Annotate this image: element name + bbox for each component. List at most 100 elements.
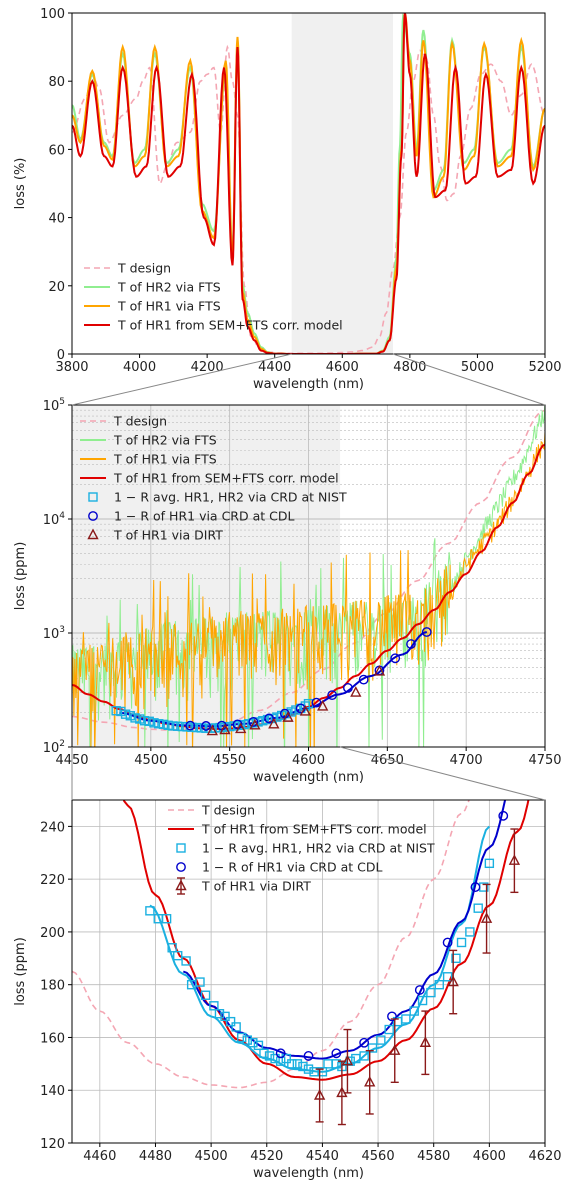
marker-square-38 (291, 705, 301, 715)
y-tick-label: 102 (43, 739, 65, 756)
x-tick-label: 5200 (528, 360, 561, 375)
legend-label-1: T of HR2 via FTS (117, 280, 221, 295)
marker-square-2 (120, 709, 131, 719)
marker-circle-4 (248, 717, 259, 727)
legend-label-1: T of HR1 from SEM+FTS corr. model (201, 822, 427, 837)
marker-triangle-0 (313, 1089, 326, 1100)
marker-square-2 (161, 914, 172, 924)
marker-triangle-2 (235, 722, 247, 734)
marker-square-13 (172, 721, 183, 731)
marker-group-0 (145, 858, 495, 1077)
marker-square-36 (376, 1035, 386, 1045)
marker-triangle-legend-6 (87, 528, 99, 540)
marker-square-12 (168, 721, 178, 731)
marker-square-22 (281, 1053, 291, 1064)
y-tick-exp: 5 (59, 397, 65, 407)
marker-square-11 (163, 720, 173, 731)
plot-area (72, 405, 545, 747)
marker-triangle-0 (206, 724, 218, 736)
y-tick-label: 60 (48, 143, 65, 158)
y-tick-base: 10 (43, 399, 60, 414)
marker-triangle-3 (364, 1075, 376, 1087)
legend-label-3: 1 − R of HR1 via CRD at CDL (202, 860, 382, 875)
marker-square-17 (253, 1040, 264, 1051)
legend-label-2: T of HR1 via FTS (117, 299, 221, 314)
marker-square-34 (359, 1051, 369, 1061)
marker-square-4 (130, 713, 140, 723)
marker-square-14 (237, 1032, 247, 1043)
x-axis-label: wavelength (nm) (253, 770, 364, 785)
marker-circle-0 (185, 720, 196, 731)
marker-square-44 (442, 972, 453, 982)
panel-3: 4460 4480 4500 4520 4540 4560 4580 4600 4620 120 1… (13, 799, 562, 1181)
marker-square-23 (287, 1059, 297, 1069)
marker-square-4 (173, 950, 183, 961)
plot-area (72, 800, 530, 1126)
marker-circle-5 (414, 985, 425, 995)
marker-square-28 (317, 1067, 328, 1077)
legend-label-4: T of HR1 via DIRT (201, 879, 311, 894)
marker-square-10 (158, 719, 169, 730)
x-tick-label: 4800 (393, 360, 426, 375)
y-tick-exp: 3 (59, 625, 65, 635)
series-line-3 (182, 800, 507, 1060)
marker-square-47 (465, 927, 475, 937)
marker-square-45 (451, 953, 461, 964)
marker-circle-4 (387, 1011, 397, 1022)
connector-line (71, 353, 292, 406)
x-tick-label: 4000 (123, 360, 156, 375)
legend-label-0: T design (201, 803, 255, 818)
marker-triangle-1 (336, 1086, 348, 1098)
marker-square-7 (144, 716, 154, 727)
marker-square-20 (206, 723, 216, 733)
marker-square-32 (262, 714, 273, 725)
marker-square-35 (367, 1043, 378, 1053)
marker-circle-3 (359, 1037, 370, 1048)
marker-square-40 (409, 1006, 419, 1016)
series-line-1 (122, 800, 530, 1081)
x-tick-label: 4400 (258, 360, 291, 375)
marker-square-legend-4 (88, 492, 98, 502)
panel-1: 3800 4000 4200 4400 4600 4800 5000 5200 0 20 40 60 8… (13, 7, 562, 392)
legend-label-2: T of HR1 via FTS (113, 452, 217, 467)
series-line-0 (72, 44, 545, 354)
marker-square-29 (323, 1059, 333, 1069)
y-tick-label: 220 (40, 873, 65, 888)
marker-square-11 (220, 1011, 230, 1022)
marker-square-5 (181, 956, 191, 966)
legend-label-0: T design (113, 414, 167, 429)
marker-group-0 (111, 698, 314, 733)
marker-square-41 (417, 995, 428, 1006)
y-tick-label: 104 (43, 511, 66, 528)
y-tick-label: 180 (40, 979, 65, 994)
marker-square-25 (298, 1061, 308, 1072)
marker-square-0 (111, 706, 121, 716)
marker-circle-0 (275, 1048, 286, 1059)
marker-square-43 (434, 979, 444, 990)
legend-label-5: 1 − R of HR1 via CRD at CDL (114, 509, 294, 524)
y-tick-exp: 2 (59, 739, 65, 749)
marker-triangle-4 (268, 717, 280, 729)
y-tick-label: 200 (40, 926, 65, 941)
marker-triangle-1 (219, 723, 231, 735)
x-tick-label: 4550 (213, 753, 246, 768)
marker-square-40 (300, 701, 311, 711)
marker-square-legend-2 (176, 843, 186, 853)
marker-triangle-8 (350, 686, 362, 697)
x-tick-label: 4200 (191, 360, 224, 375)
x-tick-label: 4540 (306, 1149, 339, 1164)
marker-triangle-4 (389, 1044, 401, 1055)
series-line-2 (149, 825, 491, 1073)
marker-group-2 (206, 664, 386, 736)
marker-circle-9 (327, 690, 338, 701)
y-tick-label: 240 (40, 820, 65, 835)
x-tick-label: 4650 (371, 753, 404, 768)
marker-circle-15 (421, 627, 432, 637)
x-tick-label: 4600 (473, 1149, 506, 1164)
marker-circle-7 (470, 882, 481, 892)
x-tick-label: 4600 (326, 360, 359, 375)
marker-square-42 (426, 987, 436, 998)
marker-square-16 (248, 1038, 258, 1048)
marker-square-12 (225, 1016, 236, 1027)
